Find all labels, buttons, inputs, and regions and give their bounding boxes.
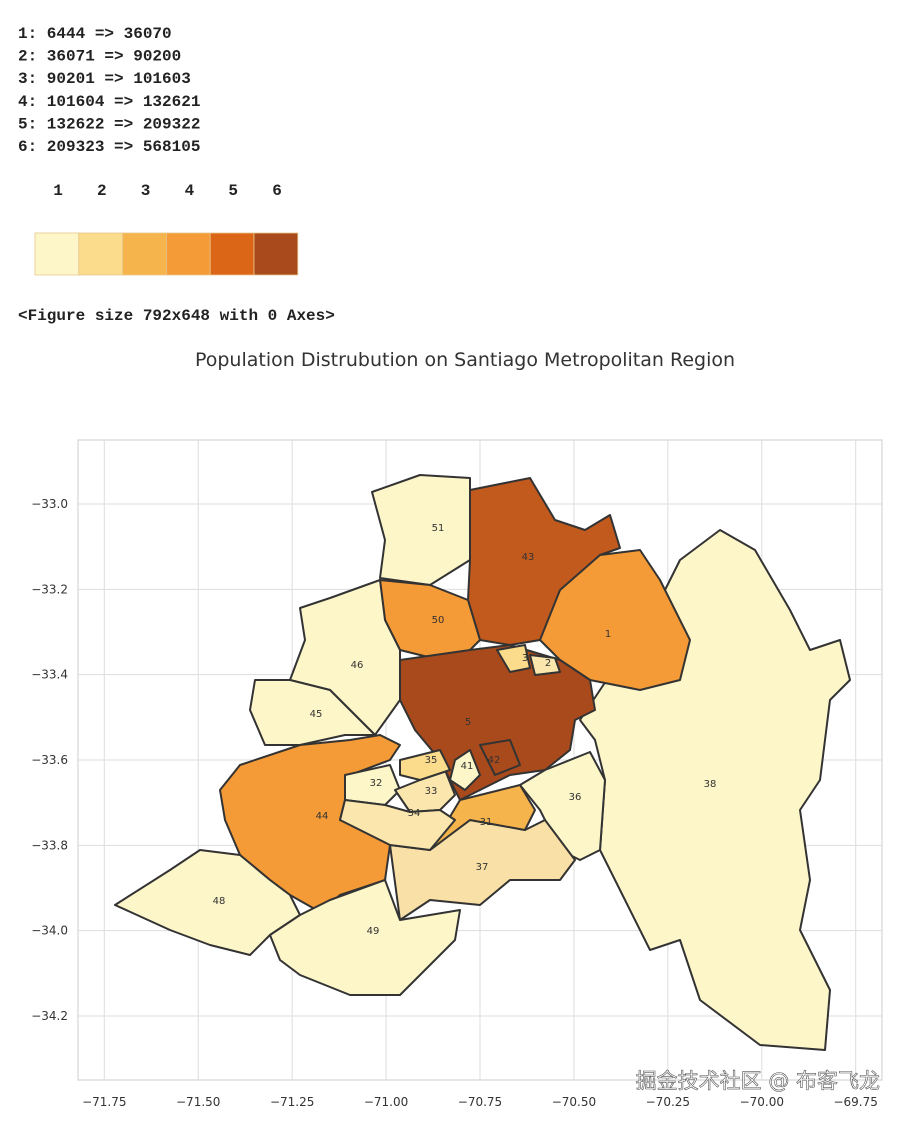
region-label: 42: [488, 755, 501, 766]
region-label: 43: [522, 552, 535, 563]
region: [344, 764, 401, 806]
region-label: 41: [461, 761, 474, 772]
region-label: 36: [569, 792, 582, 803]
colorbar-swatch: [253, 232, 299, 276]
colorbar-swatch: [209, 232, 255, 276]
region-label: 46: [351, 660, 364, 671]
y-tick-label: −33.0: [31, 497, 68, 511]
figure-repr: <Figure size 792x648 with 0 Axes>: [18, 307, 335, 325]
colorbar-swatch: [165, 232, 211, 276]
region: [529, 654, 561, 676]
output-line: 4: 101604 => 132621: [18, 93, 200, 111]
region: [339, 799, 456, 851]
region-label: 2: [545, 658, 551, 669]
y-tick-label: −33.6: [31, 753, 68, 767]
region: [269, 879, 461, 996]
region: [399, 644, 596, 801]
region-label: 50: [432, 615, 445, 626]
x-tick-label: −70.00: [740, 1095, 784, 1109]
y-tick-label: −33.4: [31, 668, 68, 682]
y-tick-label: −33.8: [31, 838, 68, 852]
colorbar-swatch: [122, 232, 167, 276]
region-label: 51: [432, 523, 445, 534]
x-tick-label: −69.75: [833, 1095, 877, 1109]
output-line: 1: 6444 => 36070: [18, 25, 172, 43]
region: [371, 474, 471, 586]
output-line: 3: 90201 => 101603: [18, 70, 191, 88]
region: [429, 784, 536, 851]
x-tick-label: −71.25: [270, 1095, 314, 1109]
colorbar-label: 1: [53, 182, 63, 200]
colorbar-label: 5: [228, 182, 238, 200]
x-tick-label: −71.75: [82, 1095, 126, 1109]
region: [496, 644, 531, 673]
y-tick-label: −34.2: [31, 1009, 68, 1023]
x-tick-label: −71.00: [364, 1095, 408, 1109]
region-label: 44: [316, 811, 329, 822]
region-label: 32: [370, 778, 383, 789]
region-label: 49: [367, 926, 380, 937]
output-line: 5: 132622 => 209322: [18, 115, 200, 133]
region: [249, 679, 376, 746]
watermark: 掘金技术社区 @ 布客飞龙: [636, 1069, 880, 1093]
region-label: 48: [213, 896, 226, 907]
region: [114, 849, 301, 956]
map-title: Population Distrubution on Santiago Metr…: [195, 349, 735, 371]
colorbar-label: 6: [272, 182, 282, 200]
output-line: 6: 209323 => 568105: [18, 138, 200, 156]
colorbar-label: 2: [97, 182, 107, 200]
y-tick-label: −33.2: [31, 582, 68, 596]
region-label: 3: [522, 653, 528, 664]
region-label: 34: [408, 808, 421, 819]
region-label: 35: [425, 755, 438, 766]
x-tick-label: −70.25: [646, 1095, 690, 1109]
x-tick-label: −71.50: [176, 1095, 220, 1109]
y-tick-label: −34.0: [31, 924, 68, 938]
colorbar-swatch: [34, 232, 80, 276]
x-tick-label: −70.50: [552, 1095, 596, 1109]
region-label: 38: [704, 779, 717, 790]
colorbar-label: 3: [141, 182, 151, 200]
region-label: 45: [310, 709, 323, 720]
colorbar-label: 4: [185, 182, 195, 200]
region-label: 5: [465, 717, 471, 728]
region-label: 31: [480, 817, 493, 828]
region-label: 33: [425, 786, 438, 797]
region: [479, 739, 521, 776]
region: [449, 749, 481, 791]
output-line: 2: 36071 => 90200: [18, 48, 181, 66]
x-tick-label: −70.75: [458, 1095, 502, 1109]
region: [399, 749, 451, 781]
region-label: 37: [476, 862, 489, 873]
colorbar-swatch: [78, 232, 124, 276]
region-label: 1: [605, 629, 611, 640]
